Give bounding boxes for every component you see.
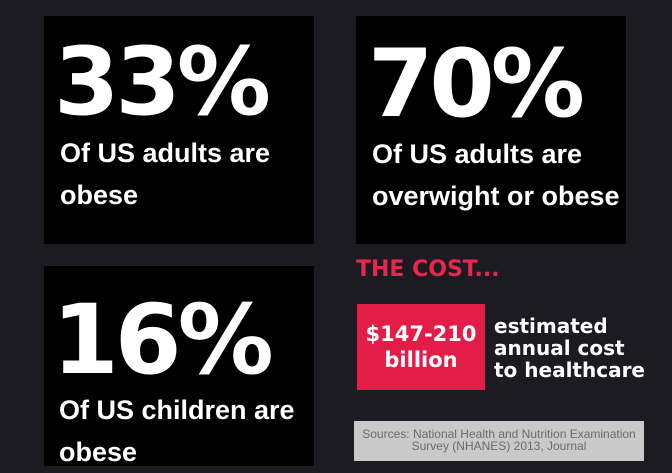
stat-value: 16% [52, 284, 274, 396]
stat-card-adults-obese: 33% Of US adults are obese [44, 16, 314, 244]
stat-description: Of US adults are obese [60, 138, 271, 210]
stat-card-children-obese: 16% Of US children are obese [44, 266, 314, 467]
stat-card-adults-overweight: 70% Of US adults are overwight or obese [356, 16, 626, 244]
stat-value: 70% [368, 30, 585, 139]
sources-footnote: Sources: National Health and Nutrition E… [354, 421, 644, 461]
stat-description: Of US children are obese [59, 395, 295, 467]
stat-value: 33% [54, 28, 271, 137]
stat-description: Of US adults are overwight or obese [372, 139, 620, 211]
cost-amount-badge: $147-210 billion [357, 304, 485, 390]
cost-heading: THE COST... [356, 257, 500, 282]
cost-amount: $147-210 billion [365, 322, 477, 372]
cost-description: estimated annual cost to healthcare [494, 314, 645, 382]
